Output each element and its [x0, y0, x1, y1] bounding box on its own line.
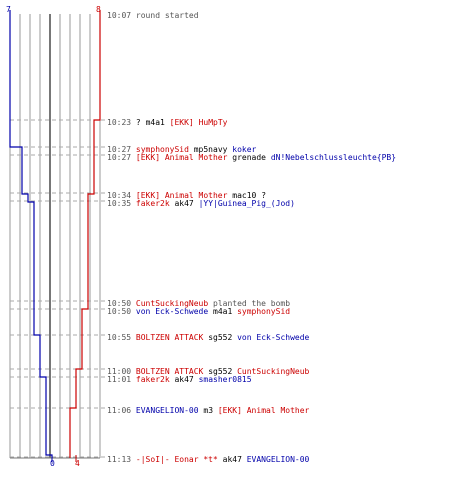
- event-victim: [EKK] HuMpTy: [169, 118, 228, 127]
- event-time: 10:27: [107, 153, 132, 162]
- event-time: 10:55: [107, 333, 132, 342]
- event-killer: CuntSuckingNeub: [135, 299, 209, 308]
- event-weapon: mac10: [232, 191, 257, 200]
- event-text: round started: [135, 11, 199, 20]
- event-time: 10:07: [107, 11, 132, 20]
- event-killer: von Eck-Schwede: [135, 307, 209, 316]
- event-killer: faker2k: [135, 375, 170, 384]
- red-team-end-count: 4: [75, 459, 80, 468]
- event-victim: symphonySid: [237, 307, 291, 316]
- event-time: 10:27: [107, 145, 132, 154]
- event-row: 10:23 ? m4a1 [EKK] HuMpTy: [107, 118, 227, 127]
- event-weapon: grenade: [232, 153, 266, 162]
- red-team-start-count: 8: [96, 5, 101, 14]
- event-row: 10:50 von Eck-Schwede m4a1 symphonySid: [107, 307, 290, 316]
- event-time: 11:01: [107, 375, 132, 384]
- event-weapon: ak47: [222, 455, 242, 464]
- event-time: 10:50: [107, 299, 132, 308]
- blue-team-end-count: 0: [50, 459, 55, 468]
- event-killer: [EKK] Animal Mother: [135, 191, 228, 200]
- event-killer: BOLTZEN ATTACK: [135, 367, 204, 376]
- event-row: 10:50 CuntSuckingNeub planted the bomb: [107, 299, 290, 308]
- event-time: 10:50: [107, 307, 132, 316]
- event-victim: dN!Nebelschlussleuchte{PB}: [270, 153, 397, 162]
- event-victim: |YY|Guinea_Pig_(Jod): [198, 199, 295, 208]
- event-killer: EVANGELION-00: [135, 406, 199, 415]
- event-weapon: m3: [203, 406, 214, 415]
- event-weapon: ak47: [174, 199, 194, 208]
- event-killer: [EKK] Animal Mother: [135, 153, 228, 162]
- event-prefix: ?: [135, 118, 141, 127]
- event-row: 10:34 [EKK] Animal Mother mac10 ?: [107, 191, 266, 200]
- event-time: 10:34: [107, 191, 132, 200]
- event-killer: BOLTZEN ATTACK: [135, 333, 204, 342]
- event-weapon: m4a1: [213, 307, 233, 316]
- event-weapon: planted the bomb: [213, 299, 291, 308]
- event-victim: smasher0815: [198, 375, 252, 384]
- event-victim: CuntSuckingNeub: [237, 367, 310, 376]
- event-victim: von Eck-Schwede: [237, 333, 310, 342]
- event-killer: -|SoI|- Eonar *t*: [135, 455, 218, 464]
- event-weapon: m4a1: [145, 118, 165, 127]
- red-team-alive-step-line: [69, 10, 101, 458]
- blue-team-alive-step-line: [9, 10, 53, 458]
- event-row: 11:00 BOLTZEN ATTACK sg552 CuntSuckingNe…: [107, 367, 309, 376]
- event-victim: EVANGELION-00: [246, 455, 310, 464]
- event-row: 10:07 round started: [107, 11, 199, 20]
- event-time: 10:23: [107, 118, 132, 127]
- event-time: 11:06: [107, 406, 132, 415]
- event-time: 11:00: [107, 367, 132, 376]
- event-row: 11:06 EVANGELION-00 m3 [EKK] Animal Moth…: [107, 406, 309, 415]
- event-row: 10:55 BOLTZEN ATTACK sg552 von Eck-Schwe…: [107, 333, 309, 342]
- event-killer: faker2k: [135, 199, 170, 208]
- event-row: 10:27 [EKK] Animal Mother grenade dN!Neb…: [107, 153, 396, 162]
- event-weapon: mp5navy: [193, 145, 228, 154]
- event-time: 11:13: [107, 455, 132, 464]
- event-weapon: sg552: [208, 333, 233, 342]
- event-weapon: sg552: [208, 367, 233, 376]
- event-victim: koker: [232, 145, 257, 154]
- event-time: 10:35: [107, 199, 132, 208]
- event-killer: symphonySid: [135, 145, 189, 154]
- event-victim: ?: [261, 191, 267, 200]
- event-victim: [EKK] Animal Mother: [217, 406, 310, 415]
- event-row: 11:13 -|SoI|- Eonar *t* ak47 EVANGELION-…: [107, 455, 309, 464]
- event-row: 10:27 symphonySid mp5navy koker: [107, 145, 256, 154]
- event-row: 11:01 faker2k ak47 smasher0815: [107, 375, 252, 384]
- event-row: 10:35 faker2k ak47 |YY|Guinea_Pig_(Jod): [107, 199, 295, 208]
- event-weapon: ak47: [174, 375, 194, 384]
- blue-team-start-count: 7: [6, 5, 11, 14]
